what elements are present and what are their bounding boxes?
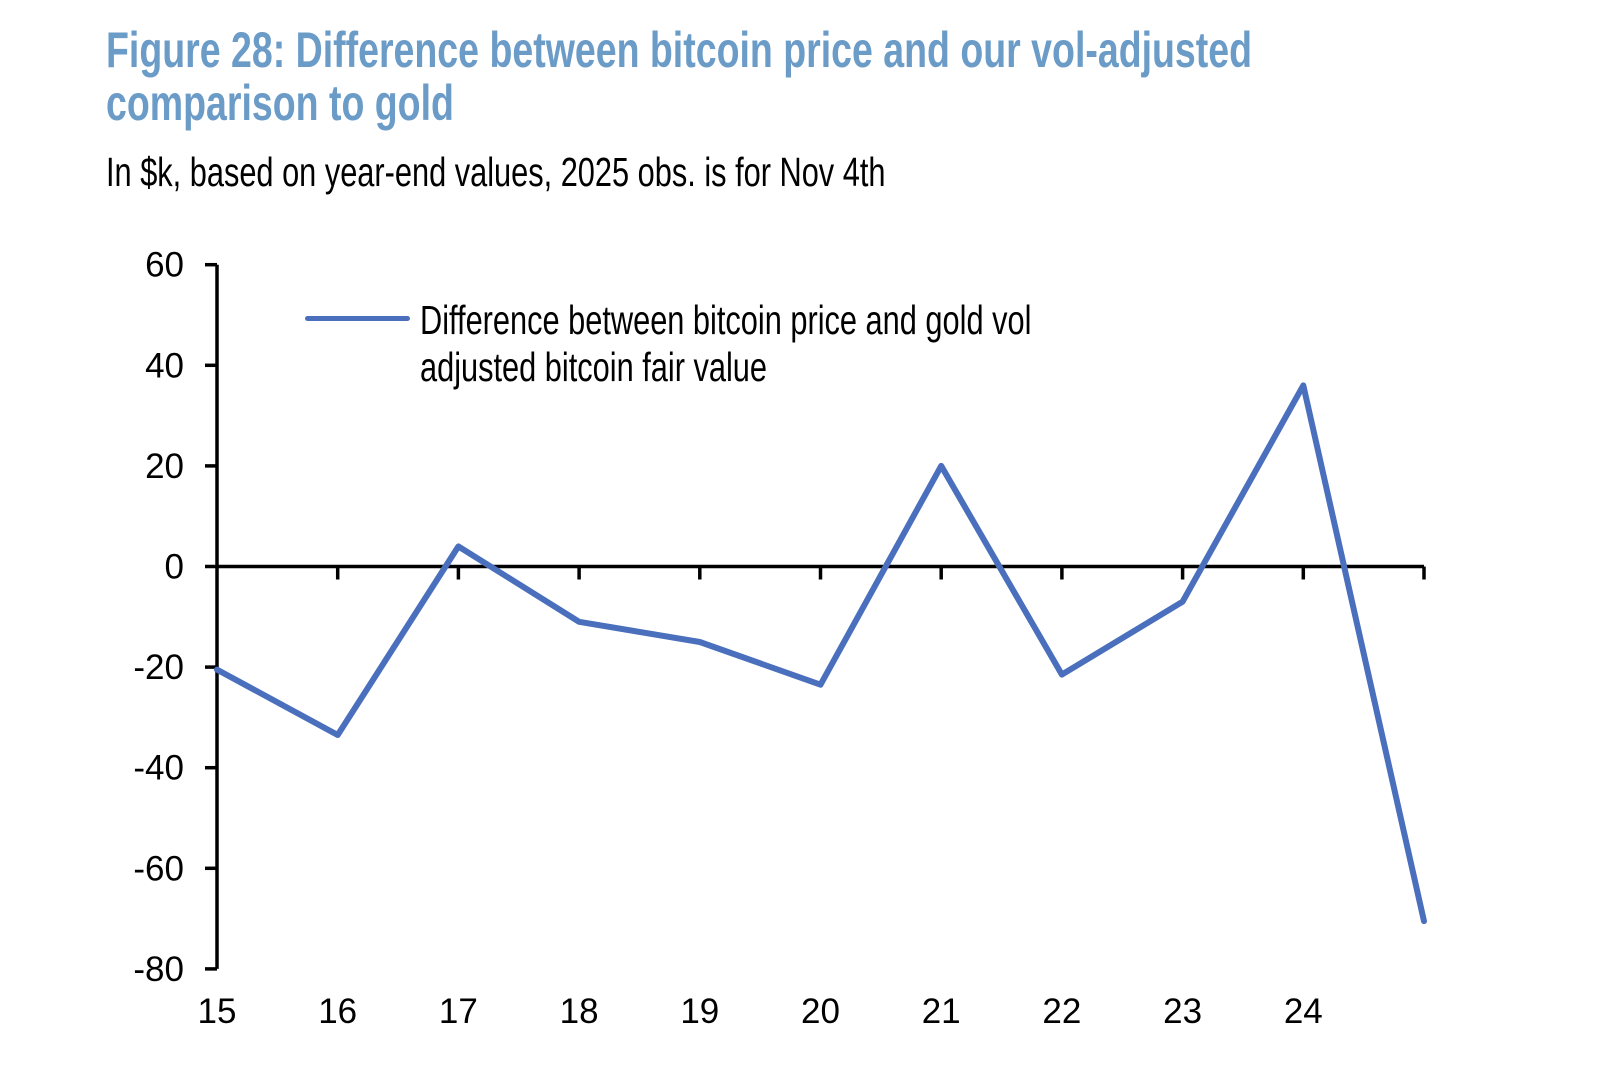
legend-label: Difference between bitcoin price and gol… — [420, 297, 1031, 391]
y-axis-tick-label: -40 — [133, 749, 184, 788]
y-axis-tick-label: -60 — [133, 849, 184, 888]
figure-subtitle: In $k, based on year-end values, 2025 ob… — [106, 149, 886, 195]
y-axis-tick-label: 0 — [165, 548, 184, 587]
x-axis-tick-label: 20 — [801, 992, 840, 1031]
x-axis-tick-label: 24 — [1284, 992, 1323, 1031]
x-axis-tick-label: 23 — [1163, 992, 1202, 1031]
x-axis-tick-label: 15 — [198, 992, 237, 1031]
legend-line-swatch — [305, 316, 410, 321]
y-axis-tick-label: 20 — [145, 447, 184, 486]
y-axis-tick-label: 40 — [145, 346, 184, 385]
y-axis-tick-label: -20 — [133, 648, 184, 687]
figure-title-line-1: Figure 28: Difference between bitcoin pr… — [106, 22, 1253, 78]
legend-label-line-1: Difference between bitcoin price and gol… — [420, 297, 1032, 343]
x-axis-tick-label: 22 — [1042, 992, 1081, 1031]
figure-title-line-2: comparison to gold — [106, 75, 454, 131]
figure-title: Figure 28: Difference between bitcoin pr… — [106, 24, 1252, 130]
data-line-difference — [214, 382, 1427, 925]
x-axis-tick-label: 17 — [439, 992, 478, 1031]
x-axis-tick-label: 21 — [922, 992, 961, 1031]
y-axis-tick-label: -80 — [133, 950, 184, 989]
chart-legend: Difference between bitcoin price and gol… — [305, 297, 1235, 391]
x-axis-tick-label: 19 — [680, 992, 719, 1031]
x-axis-tick-label: 18 — [560, 992, 599, 1031]
legend-label-line-2: adjusted bitcoin fair value — [420, 344, 768, 390]
x-axis-tick-label: 16 — [318, 992, 357, 1031]
y-axis-tick-label: 60 — [145, 246, 184, 285]
